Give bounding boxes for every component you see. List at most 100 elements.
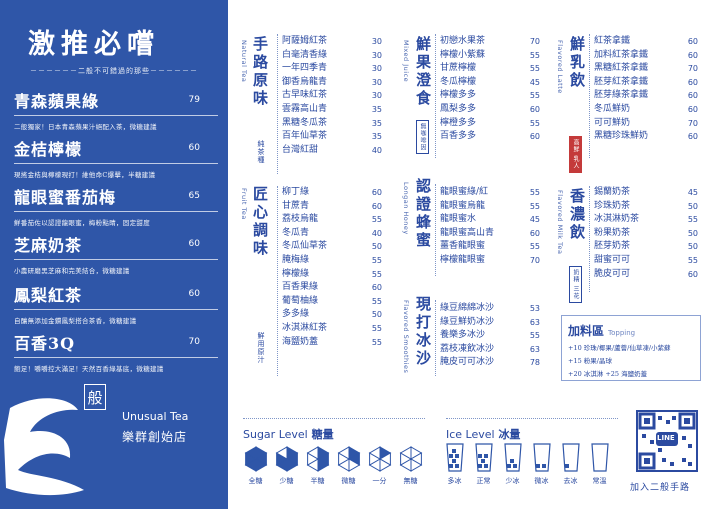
menu-item[interactable]: 腌梅綠 55: [282, 254, 382, 265]
featured-item[interactable]: 龍眼蜜番茄梅 65 鮮番茄佐以認證龍眼蜜，梅粉點睛，固定甜度: [14, 184, 218, 227]
menu-item[interactable]: 古早味紅茶 30: [282, 90, 382, 101]
sugar-level-option[interactable]: 無糖: [395, 446, 426, 486]
menu-item[interactable]: 阿薩姆紅茶 30: [282, 36, 382, 46]
menu-item[interactable]: 黑糖冬瓜茶 35: [282, 117, 382, 128]
menu-item[interactable]: 百年仙草茶 35: [282, 131, 382, 142]
menu-item[interactable]: 檸檬多多 55: [440, 90, 540, 101]
featured-item-price: 60: [188, 289, 200, 299]
section-en-latte: Flavored Latte: [556, 40, 564, 94]
menu-item[interactable]: 冬瓜檸檬 45: [440, 76, 540, 87]
divider: [435, 184, 436, 276]
featured-item[interactable]: 芝麻奶茶 60 小農研磨黑芝麻和完美結合，微糖建議: [14, 232, 218, 275]
ice-level-options: 多冰 正常 少冰 微冰 去冰 常溫: [440, 442, 614, 486]
sugar-hexagon-icon: [244, 446, 267, 472]
line-qr-code[interactable]: LINE: [636, 410, 698, 472]
brand-name-en: Unusual Tea: [122, 410, 189, 423]
menu-item[interactable]: 冬瓜鮮奶 60: [594, 103, 698, 114]
menu-item[interactable]: 錫蘭奶茶 45: [594, 187, 698, 197]
menu-item[interactable]: 柳丁綠 60: [282, 187, 382, 197]
menu-item[interactable]: 冬瓜仙草茶 50: [282, 241, 382, 252]
sugar-level-option[interactable]: 半糖: [302, 446, 333, 486]
sugar-hexagon-icon: [275, 446, 298, 472]
ice-level-option[interactable]: 多冰: [440, 442, 469, 486]
menu-item[interactable]: 腌皮可可冰沙 78: [440, 357, 540, 368]
sugar-level-option[interactable]: 一分: [364, 446, 395, 486]
menu-item[interactable]: 百香果綠 60: [282, 282, 382, 293]
brand-store-name: 樂群創始店: [122, 430, 188, 444]
menu-item[interactable]: 白毫清香綠 30: [282, 49, 382, 60]
ice-level-option[interactable]: 去冰: [556, 442, 585, 486]
menu-list-fruit: 柳丁綠 60 甘蔗青 60 荔枝烏龍 55 冬瓜青 40 冬瓜仙草茶 50 腌梅綠 55 檸…: [282, 186, 382, 349]
menu-item[interactable]: 甘蔗青 60: [282, 200, 382, 211]
section-note-natural: 純茶種: [257, 140, 265, 164]
menu-item[interactable]: 養樂多冰沙 55: [440, 330, 540, 341]
featured-item-name: 百香3Q: [14, 334, 76, 353]
menu-item[interactable]: 粉果奶茶 50: [594, 227, 698, 238]
menu-item[interactable]: 百香多多 60: [440, 131, 540, 142]
ice-level-option[interactable]: 常溫: [585, 442, 614, 486]
menu-item[interactable]: 甘蔗檸檬 55: [440, 63, 540, 74]
featured-item[interactable]: 青森蘋果綠 79 二般獨家！日本青森蘋果汁絕配入茶，微糖建議: [14, 88, 218, 131]
section-title-natural: 手路原味: [251, 36, 269, 108]
sugar-level-option[interactable]: 微糖: [333, 446, 364, 486]
sugar-level-label: 一分: [372, 477, 387, 485]
menu-item[interactable]: 胚芽綠茶拿鐵 60: [594, 90, 698, 101]
featured-item-desc: 飽足！嚼嚼控大滿足！天然百香綠基底，微糖建議: [14, 365, 164, 373]
menu-item[interactable]: 黑糖珍珠鮮奶 60: [594, 131, 698, 142]
menu-item[interactable]: 黑糖紅茶拿鐵 70: [594, 63, 698, 74]
qr-badge: LINE: [657, 434, 675, 442]
menu-item[interactable]: 台灣紅甜 40: [282, 144, 382, 155]
menu-item[interactable]: 初戀水果茶 70: [440, 36, 540, 46]
featured-item-price: 60: [188, 239, 200, 249]
menu-item[interactable]: 薑香龍眼蜜 55: [440, 241, 540, 252]
menu-list-latte: 紅茶拿鐵 60 加料紅茶拿鐵 60 黑糖紅茶拿鐵 70 胚芽紅茶拿鐵 60 胚芽綠茶拿鐵…: [594, 35, 698, 144]
menu-item[interactable]: 脆皮可可 60: [594, 268, 698, 279]
menu-item[interactable]: 雲霧高山青 35: [282, 103, 382, 114]
menu-item[interactable]: 鳳梨多多 60: [440, 103, 540, 114]
menu-item[interactable]: 可可鮮奶 70: [594, 117, 698, 128]
menu-item[interactable]: 龍眼蜜綠/紅 55: [440, 187, 540, 197]
featured-item[interactable]: 金桔檸檬 60 現搖金桔與檸檬現打！維他命C爆擊，半糖建議: [14, 136, 218, 179]
menu-item[interactable]: 加料紅茶拿鐵 60: [594, 49, 698, 60]
divider: [277, 34, 278, 174]
menu-item[interactable]: 海鹽奶蓋 55: [282, 336, 382, 347]
menu-list-honey: 龍眼蜜綠/紅 55 龍眼蜜烏龍 55 龍眼蜜水 45 龍眼蜜高山青 60 薑香龍眼蜜 55…: [440, 186, 540, 268]
menu-item[interactable]: 御香烏龍青 30: [282, 76, 382, 87]
qr-code-icon: [638, 412, 696, 470]
sugar-hexagon-icon: [368, 446, 391, 472]
menu-item[interactable]: 紅茶拿鐵 60: [594, 36, 698, 46]
featured-item-name: 金桔檸檬: [14, 140, 83, 159]
menu-item[interactable]: 檸檬龍眼蜜 70: [440, 254, 540, 265]
featured-item[interactable]: 鳳梨紅茶 60 自釀無添加金鑽鳳梨搭合茶香，微糖建議: [14, 282, 218, 325]
menu-item[interactable]: 葡萄柚綠 55: [282, 295, 382, 306]
menu-item[interactable]: 珍珠奶茶 50: [594, 200, 698, 211]
topping-line: +10 珍珠/椰果/蘆薈/仙草凍/小紫蘇: [568, 344, 671, 352]
menu-item[interactable]: 冰淇淋奶茶 55: [594, 214, 698, 225]
sugar-hexagon-icon: [337, 446, 360, 472]
menu-item[interactable]: 檸橙多多 55: [440, 117, 540, 128]
menu-item[interactable]: 多多綠 50: [282, 309, 382, 320]
menu-item[interactable]: 檸檬小紫蘇 55: [440, 49, 540, 60]
menu-item[interactable]: 一年四季青 30: [282, 63, 382, 74]
menu-item[interactable]: 荔枝烏龍 55: [282, 214, 382, 225]
menu-item[interactable]: 綠豆綿綿冰沙 53: [440, 303, 540, 313]
menu-item[interactable]: 龍眼蜜高山青 60: [440, 227, 540, 238]
featured-item-price: 60: [188, 143, 200, 153]
menu-item[interactable]: 綠豆鮮奶冰沙 63: [440, 316, 540, 327]
menu-item[interactable]: 龍眼蜜烏龍 55: [440, 200, 540, 211]
sugar-level-option[interactable]: 少糖: [271, 446, 302, 486]
menu-item[interactable]: 檸檬綠 55: [282, 268, 382, 279]
menu-item[interactable]: 冬瓜青 40: [282, 227, 382, 238]
menu-item[interactable]: 胚芽紅茶拿鐵 60: [594, 76, 698, 87]
menu-item[interactable]: 冰淇淋紅茶 55: [282, 322, 382, 333]
menu-item[interactable]: 胚芽奶茶 50: [594, 241, 698, 252]
menu-item[interactable]: 龍眼蜜水 45: [440, 214, 540, 225]
menu-item[interactable]: 甜蜜可可 55: [594, 254, 698, 265]
menu-item[interactable]: 荔枝凍飲冰沙 63: [440, 343, 540, 354]
ice-level-option[interactable]: 微冰: [527, 442, 556, 486]
sugar-level-option[interactable]: 全糖: [240, 446, 271, 486]
featured-item[interactable]: 百香3Q 70 飽足！嚼嚼控大滿足！天然百香綠基底，微糖建議: [14, 330, 218, 373]
ice-level-option[interactable]: 正常: [469, 442, 498, 486]
ice-level-option[interactable]: 少冰: [498, 442, 527, 486]
sugar-hexagon-icon: [399, 446, 422, 472]
